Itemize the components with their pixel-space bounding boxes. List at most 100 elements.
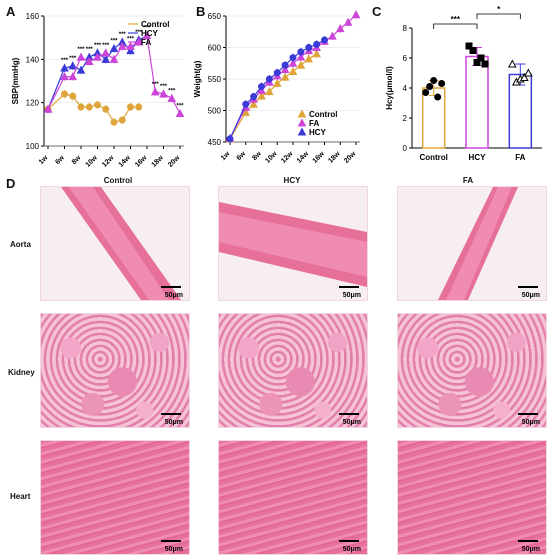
panel-a-data-point-fa [68,72,78,81]
panel-a-data-point-fa [109,54,119,63]
panel-b-data-point-control [280,72,290,81]
scale-bar [339,286,359,288]
histology-kidney-fa: 50μm [397,313,547,428]
panel-a-data-point-control [110,118,118,126]
panel-b-data-point-fa [328,31,337,40]
panel-b-legend-label-hcy: HCY [309,128,327,137]
panel-a-data-point-fa [126,41,135,50]
panel-b-x-tick-label: 16w [312,150,327,165]
aorta-wall-shape [219,202,367,287]
panel-label-d: D [6,176,16,191]
panel-c-y-tick-label: 0 [403,144,408,153]
panel-c-data-point [430,77,438,84]
panel-a-data-point-fa [150,87,160,96]
panel-c-data-point [473,59,481,66]
panel-a-data-point-fa [84,56,94,65]
panel-c-data-point [465,42,473,50]
panel-b-data-point-control [257,91,266,100]
panel-a-x-tick-label: 8w [71,154,83,166]
panel-b-data-point-hcy [273,69,281,77]
panel-b-data-point-control [288,66,298,75]
panel-a-significance-stars: *** [160,84,168,90]
scale-bar [161,286,181,288]
panel-b-x-tick-label: 12w [280,150,295,165]
panel-a-data-point-fa [175,108,185,117]
panel-b-data-point-control [312,49,321,58]
panel-a-data-point-control [102,105,110,113]
histology-kidney-hcy: 50μm [218,313,368,428]
panel-b-y-tick-label: 450 [208,138,222,147]
panel-a-significance-stars: *** [168,88,176,94]
panel-a-data-point-hcy [101,54,111,63]
scale-bar-label: 50μm [342,546,361,553]
panel-c-significance-label: *** [451,15,461,24]
histology-aorta-hcy: 50μm [218,186,368,301]
panel-c-y-tick-label: 6 [403,54,408,63]
panel-a-significance-stars: *** [176,104,184,110]
panel-b-data-point-hcy [281,61,289,69]
panel-a-data-point-control [94,101,101,109]
scale-bar-label: 50μm [521,419,540,426]
panel-b-y-tick-label: 500 [208,107,222,116]
panel-c-significance-bracket [433,23,478,29]
panel-a-data-point-hcy [68,61,78,70]
scale-bar [339,540,359,542]
panel-a-significance-stars: *** [119,32,127,38]
panel-b-x-tick-label: 1w [220,150,232,162]
panel-b-data-point-fa [343,17,353,26]
histology-heart-control: 50μm [40,440,190,555]
panel-a-data-point-hcy [60,63,69,72]
panel-b-x-tick-label: 18w [327,150,342,165]
panel-c-y-tick-label: 8 [403,24,408,33]
panel-a-data-point-control [85,103,93,111]
panel-a-y-tick-label: 160 [26,12,40,21]
panel-c-data-point [481,60,489,68]
panel-b-data-point-hcy [258,83,265,91]
panel-b-y-tick-label: 600 [208,44,222,53]
panel-c-data-point [507,59,517,68]
panel-c-data-point [434,93,442,101]
histology-kidney-control: 50μm [40,313,190,428]
panel-a-x-tick-label: 6w [54,154,66,166]
panel-b-x-tick-label: 10w [264,150,279,165]
panel-b-data-point-hcy [321,36,328,44]
scale-bar-label: 50μm [164,546,183,553]
panel-b-data-point-hcy [305,44,313,51]
panel-a-data-point-control [61,90,68,98]
panel-a-significance-stars: *** [86,47,94,53]
panel-b-data-point-hcy [289,54,297,62]
scale-bar-label: 50μm [164,419,183,426]
panel-b-legend-label-control: Control [309,110,337,119]
panel-a-significance-stars: *** [152,82,160,88]
panel-a-significance-stars: *** [77,47,85,53]
panel-b-data-point-hcy [265,75,273,83]
panel-b-legend-swatch-hcy [297,127,307,136]
panel-a-data-point-fa [167,93,177,102]
panel-a-significance-stars: *** [110,39,118,45]
panel-a-data-point-fa [93,52,102,61]
histology-heart-fa: 50μm [397,440,547,555]
panel-a-data-point-fa [76,52,86,61]
panel-b-y-tick-label: 550 [208,75,222,84]
histology-aorta-fa: 50μm [397,186,547,301]
panel-b-data-point-control [249,99,258,108]
row-label-kidney: Kidney [8,368,35,377]
panel-a-data-point-fa [60,72,69,81]
histology-aorta-control: 50μm [40,186,190,301]
panel-c-x-tick-label-control: Control [419,153,447,162]
panel-c-data-point [426,83,434,90]
panel-a-significance-stars: *** [94,43,102,49]
panel-a-x-tick-label: 12w [101,154,116,169]
panel-c-y-tick-label: 2 [403,114,408,123]
panel-a-data-point-control [127,103,134,111]
panel-b-data-point-fa [351,10,361,19]
panel-b-data-point-fa [335,24,345,33]
panel-c-x-tick-label-hcy: HCY [469,153,487,162]
column-header-control: Control [103,176,133,185]
panel-b-data-point-control [296,60,306,69]
panel-a-y-tick-label: 100 [26,142,40,151]
panel-a-x-tick-label: 1w [38,154,50,166]
panel-b-series-line-fa [229,14,357,139]
panel-b-y-axis-label: Weight(g) [193,60,202,97]
panel-b-data-point-hcy [250,93,258,101]
